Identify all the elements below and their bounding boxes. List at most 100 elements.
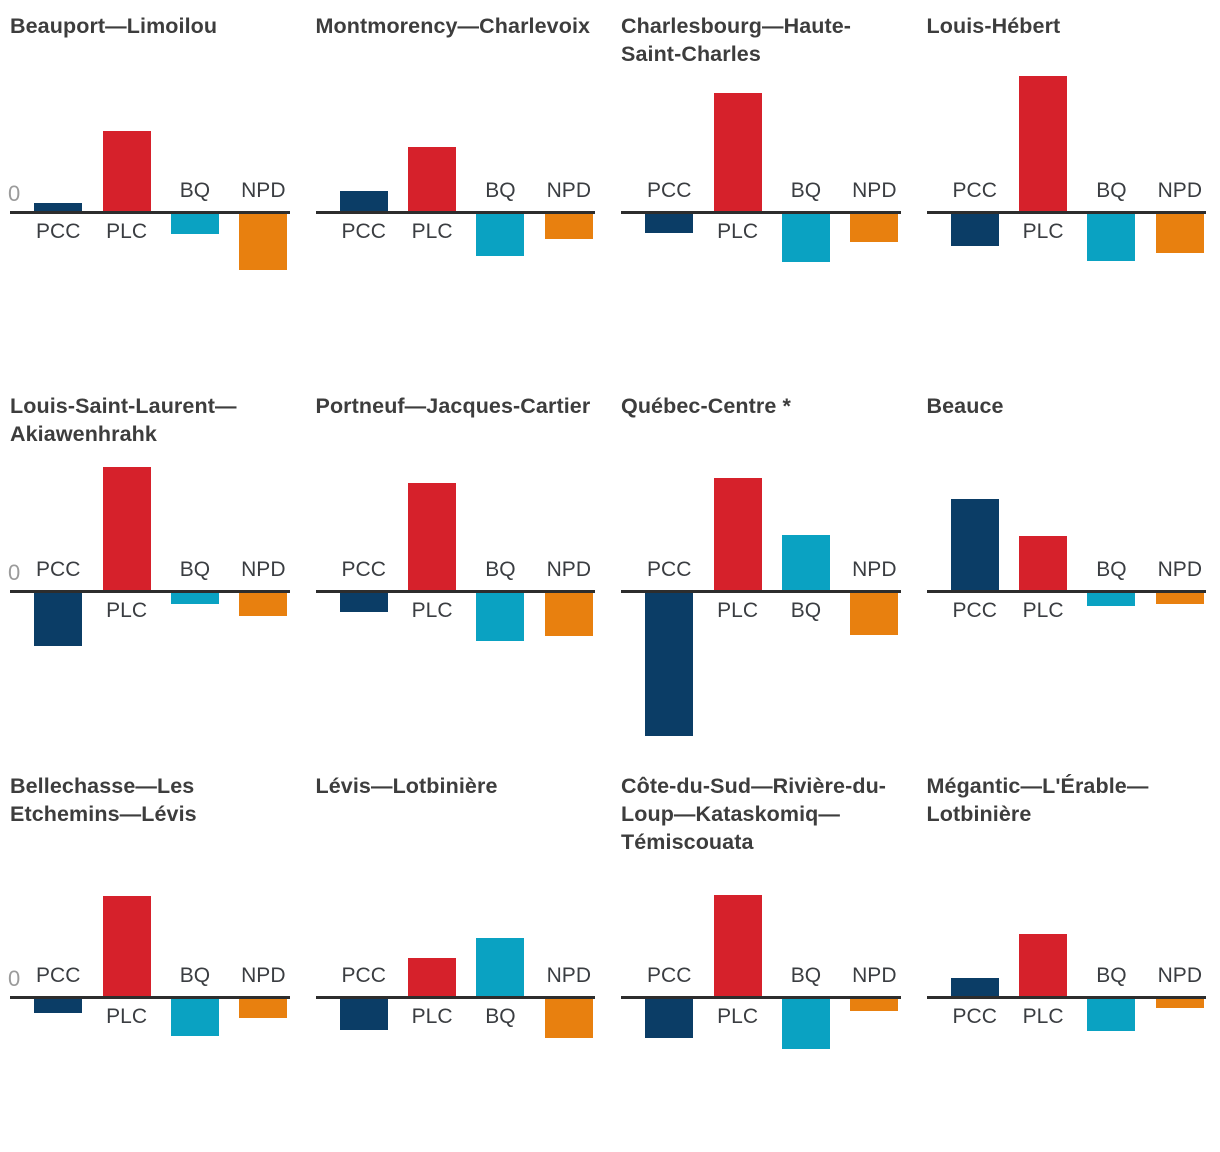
- bars-area: PCC PLC BQ NPD: [330, 760, 604, 1152]
- chart-cell: Mégantic—L'Érable—Lotbinière PCC PLC BQ NPD: [926, 760, 1206, 1152]
- chart-title: Portneuf—Jacques-Cartier: [315, 394, 591, 418]
- zero-baseline: [315, 996, 595, 999]
- category-label-plc: PLC: [1022, 599, 1064, 622]
- category-label-npd: NPD: [546, 179, 591, 202]
- bar-slot-npd: NPD: [840, 380, 908, 760]
- zero-tick-label: 0: [8, 181, 21, 206]
- bar-plc: [1019, 934, 1068, 996]
- zero-baseline: [926, 590, 1206, 593]
- chart-cell: Louis-Saint-Laurent—Akiawenhrahk 0 PCC PL…: [8, 380, 290, 760]
- chart-plot: 0 PCC PLC BQ NPD: [8, 380, 290, 760]
- category-label-bq: BQ: [179, 558, 211, 581]
- category-label-pcc: PCC: [647, 558, 692, 581]
- bar-slot-pcc: PCC: [330, 760, 398, 1152]
- chart-cell: Montmorency—Charlevoix PCC PLC BQ NPD: [315, 0, 595, 380]
- zero-baseline: [926, 211, 1206, 214]
- bar-slot-bq: BQ: [466, 0, 534, 380]
- category-label-pcc: PCC: [952, 1005, 997, 1028]
- bars-area: PCC PLC BQ NPD: [330, 0, 604, 380]
- bar-bq: [781, 999, 830, 1049]
- chart-title: Lévis—Lotbinière: [315, 774, 498, 798]
- chart-plot: PCC PLC BQ NPD: [315, 760, 595, 1152]
- category-label-npd: NPD: [546, 964, 591, 987]
- bar-slot-npd: NPD: [229, 0, 297, 380]
- category-label-bq: BQ: [1096, 179, 1127, 202]
- chart-title: Côte-du-Sud—Rivière-du-Loup—Kataskomiq—T…: [621, 774, 887, 854]
- zero-baseline: [10, 211, 290, 214]
- bar-plc: [102, 131, 151, 211]
- bar-slot-bq: BQ: [1077, 380, 1145, 760]
- category-label-npd: NPD: [1157, 558, 1202, 581]
- bar-slot-bq: BQ: [772, 0, 840, 380]
- bar-slot-plc: PLC: [703, 380, 771, 760]
- chart-cell: Portneuf—Jacques-Cartier PCC PLC BQ NPD: [315, 380, 595, 760]
- chart-plot: PCC PLC BQ NPD: [315, 0, 595, 380]
- bar-slot-bq: BQ: [161, 380, 229, 760]
- chart-cell: Beauce PCC PLC BQ NPD: [926, 380, 1206, 760]
- bar-plc: [1019, 76, 1068, 211]
- bar-slot-plc: PLC: [92, 760, 160, 1152]
- bar-pcc: [950, 499, 999, 590]
- bar-slot-pcc: PCC: [330, 380, 398, 760]
- category-label-bq: BQ: [1096, 964, 1127, 987]
- bar-plc: [408, 483, 457, 590]
- zero-tick-label: 0: [8, 966, 21, 991]
- category-label-plc: PLC: [106, 599, 147, 622]
- zero-baseline: [10, 996, 290, 999]
- chart-plot: PCC PLC BQ NPD: [621, 0, 901, 380]
- chart-title: Bellechasse—Les Etchemins—Lévis: [10, 774, 197, 826]
- bar-bq: [476, 214, 525, 256]
- bar-plc: [102, 467, 151, 590]
- chart-title: Louis-Hébert: [926, 14, 1061, 38]
- category-label-pcc: PCC: [952, 179, 997, 202]
- bar-pcc: [645, 999, 694, 1038]
- bar-bq: [170, 593, 219, 604]
- bar-bq: [1087, 999, 1136, 1031]
- category-label-npd: NPD: [546, 558, 591, 581]
- bar-slot-pcc: PCC: [24, 760, 92, 1152]
- bar-slot-pcc: PCC: [24, 0, 92, 380]
- category-label-pcc: PCC: [341, 220, 386, 243]
- bar-bq: [170, 214, 219, 234]
- zero-baseline: [10, 590, 290, 593]
- bar-npd: [1155, 214, 1204, 253]
- bar-plc: [1019, 536, 1068, 590]
- chart-title: Beauce: [926, 394, 1004, 418]
- chart-plot: PCC PLC BQ NPD: [621, 760, 901, 1152]
- bar-bq: [476, 593, 525, 641]
- bars-area: PCC PLC BQ NPD: [330, 380, 604, 760]
- bar-pcc: [34, 593, 83, 646]
- bar-slot-pcc: PCC: [941, 760, 1009, 1152]
- bars-area: PCC PLC BQ NPD: [941, 760, 1215, 1152]
- bar-npd: [544, 214, 593, 239]
- chart-cell: Québec-Centre * PCC PLC BQ NPD: [621, 380, 901, 760]
- bar-slot-npd: NPD: [229, 380, 297, 760]
- chart-plot: PCC PLC BQ NPD: [621, 380, 901, 760]
- category-label-pcc: PCC: [952, 599, 997, 622]
- category-label-plc: PLC: [411, 599, 453, 622]
- bar-bq: [170, 999, 219, 1036]
- bar-plc: [713, 478, 762, 590]
- bar-npd: [1155, 999, 1204, 1008]
- category-label-npd: NPD: [1157, 179, 1202, 202]
- chart-plot: PCC PLC BQ NPD: [315, 380, 595, 760]
- category-label-plc: PLC: [1022, 1005, 1064, 1028]
- category-label-plc: PLC: [411, 220, 453, 243]
- category-label-bq: BQ: [485, 558, 516, 581]
- bar-bq: [781, 214, 830, 262]
- category-label-pcc: PCC: [36, 964, 81, 987]
- chart-cell: Lévis—Lotbinière PCC PLC BQ NPD: [315, 760, 595, 1152]
- bar-pcc: [645, 593, 694, 736]
- bar-slot-bq: BQ: [466, 380, 534, 760]
- bar-pcc: [339, 191, 388, 211]
- zero-tick-label: 0: [8, 560, 21, 585]
- bar-slot-plc: PLC: [398, 760, 466, 1152]
- bar-slot-bq: BQ: [772, 760, 840, 1152]
- category-label-pcc: PCC: [647, 964, 692, 987]
- bar-pcc: [34, 203, 83, 211]
- bar-plc: [408, 958, 457, 996]
- bar-slot-npd: NPD: [1146, 0, 1214, 380]
- bar-slot-bq: BQ: [161, 0, 229, 380]
